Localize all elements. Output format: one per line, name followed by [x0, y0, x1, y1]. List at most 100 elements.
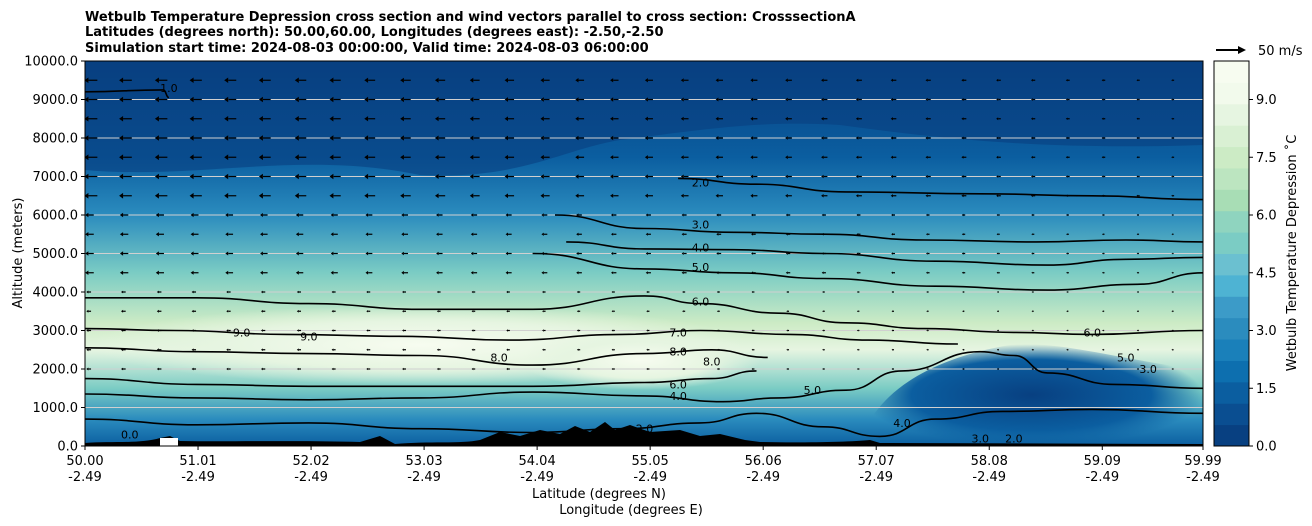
wind-vector [996, 98, 1001, 101]
wind-vector [1101, 117, 1106, 120]
wind-vector [1102, 329, 1105, 332]
wind-vector [611, 367, 615, 371]
y-tick-label: 8000.0 [33, 132, 79, 147]
wind-vector [751, 213, 756, 217]
wind-vector [996, 194, 1001, 198]
wind-vector [190, 270, 199, 275]
wind-vector [961, 252, 966, 255]
wind-vector [855, 194, 862, 198]
wind-vector [716, 329, 720, 332]
wind-vector [1171, 136, 1175, 140]
wind-vector [86, 348, 92, 352]
wind-vector [1102, 348, 1105, 351]
wind-vector [540, 116, 550, 122]
contour-line-8-0 [85, 347, 768, 366]
wind-vector [331, 367, 336, 371]
wind-vector [1102, 233, 1105, 236]
wind-vector [1136, 117, 1140, 120]
wind-vector [435, 135, 446, 141]
contour-label: 9.0 [233, 326, 251, 339]
wind-vector [85, 135, 98, 141]
wind-vector [504, 97, 515, 102]
wind-vector [1031, 252, 1035, 255]
wind-vector [575, 155, 585, 160]
wind-vector [575, 193, 585, 198]
wind-vector [996, 213, 1000, 217]
wind-vector [1065, 156, 1070, 159]
wind-vector [681, 271, 687, 275]
wind-vector [260, 232, 268, 237]
contour-lines [85, 89, 1203, 438]
wind-vector [1136, 156, 1140, 159]
x-tick-label-lat: 59.99 [1184, 454, 1221, 469]
x-tick-label-lat: 57.07 [858, 454, 895, 469]
wind-vector [855, 97, 862, 102]
wind-vector [821, 78, 828, 82]
wind-vector [505, 213, 512, 217]
wind-vector [1066, 348, 1069, 351]
wind-vector [856, 252, 861, 255]
wind-vector [331, 329, 336, 332]
wind-vector [121, 367, 126, 371]
wind-vector [576, 251, 582, 256]
wind-vector [119, 192, 132, 199]
wind-vector [610, 135, 619, 141]
wind-vector [1066, 368, 1069, 370]
colorbar-band [1214, 403, 1249, 426]
wind-vector [155, 212, 164, 218]
wind-vector [436, 213, 443, 217]
wind-vector [329, 135, 341, 141]
wind-vector [189, 173, 202, 180]
wind-vector [86, 329, 92, 332]
wind-vector [1136, 368, 1139, 370]
wind-vector [505, 232, 512, 236]
wind-vector [1031, 329, 1034, 332]
wind-vector [258, 135, 271, 141]
contour-labels: 2.03.04.05.06.07.08.08.06.04.02.00.09.0 9… [121, 82, 1157, 445]
wind-vector [504, 135, 515, 141]
wind-vector [119, 232, 129, 237]
wind-vector [190, 212, 199, 218]
wind-vector [680, 116, 689, 121]
title-line-1: Wetbulb Temperature Depression cross sec… [85, 10, 856, 25]
wind-vector [1171, 156, 1175, 159]
wind-vector [400, 193, 411, 199]
wind-vector [961, 271, 966, 274]
wind-vector [540, 97, 550, 102]
wind-vector [1031, 213, 1035, 217]
wind-vector [1066, 213, 1069, 217]
wind-vector [856, 233, 861, 236]
wind-vector [575, 78, 585, 83]
wind-vector [401, 232, 409, 237]
terrain-gap [160, 438, 178, 446]
wind-vector [644, 116, 653, 121]
wind-vector [329, 96, 341, 103]
wind-vector [926, 213, 930, 217]
wind-vector [750, 155, 758, 160]
wind-vector [435, 97, 446, 102]
wind-vector [575, 97, 585, 102]
wind-vector [1031, 194, 1036, 198]
wind-vector [961, 155, 967, 159]
colorbar-tick-label: 9.0 [1256, 93, 1277, 108]
wind-vector [366, 329, 371, 332]
wind-vector [156, 348, 162, 352]
wind-vector [541, 271, 548, 275]
y-axis-label: Altitude (meters) [11, 198, 26, 309]
wind-vector [715, 136, 723, 140]
contour-line-4-0 [85, 350, 1203, 403]
wind-vector [329, 193, 341, 199]
wind-vector [504, 174, 515, 179]
wind-vector [366, 310, 371, 313]
wind-vector [996, 368, 1000, 370]
x-tick-label-lat: 59.09 [1084, 454, 1121, 469]
wind-vector [611, 213, 617, 217]
wind-vector [1171, 291, 1174, 293]
wind-vector [261, 290, 266, 294]
wind-vector [295, 213, 304, 217]
wind-vector [996, 117, 1001, 121]
wind-vector [294, 77, 307, 83]
wind-vector [191, 290, 197, 294]
wind-vector [1102, 214, 1105, 216]
